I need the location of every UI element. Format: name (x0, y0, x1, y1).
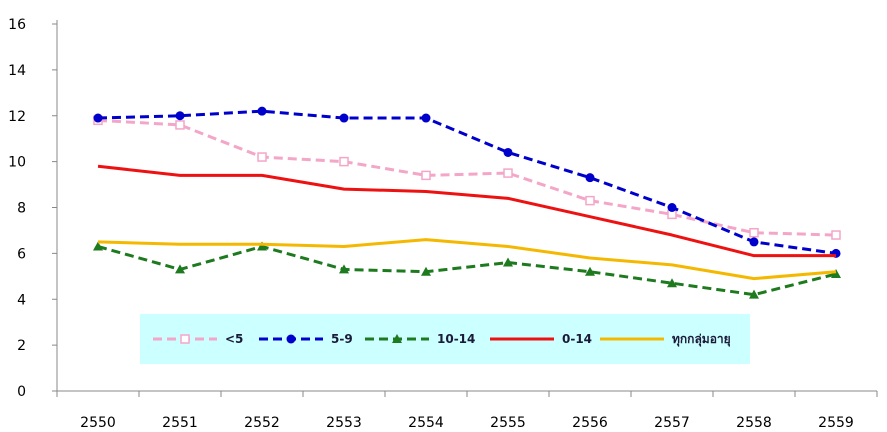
x-tick-label: 2550 (80, 415, 116, 431)
y-tick-label: 14 (8, 63, 26, 79)
x-axis-ticks: 2550 2551 2552 2553 2554 2555 2556 2557 2558 2559 (56, 391, 878, 431)
series-line (97, 244, 837, 297)
data-point (749, 237, 759, 247)
series-line (97, 109, 837, 255)
data-point (421, 266, 431, 276)
y-tick-label: 0 (17, 384, 26, 400)
y-tick-label: 2 (17, 338, 26, 354)
legend-label: 0-14 (562, 332, 592, 346)
legend-marker (180, 334, 190, 344)
data-point (421, 170, 431, 181)
x-tick-label: 2553 (326, 415, 362, 431)
y-tick-label: 6 (17, 246, 26, 262)
legend-marker (392, 334, 402, 343)
data-point (421, 113, 431, 123)
x-tick-label: 2555 (490, 415, 526, 431)
series-lines (93, 106, 841, 299)
series-line (97, 238, 837, 281)
series-4 (97, 164, 836, 258)
series-line (97, 118, 837, 237)
series-3 (93, 241, 841, 299)
y-tick-label: 16 (8, 17, 26, 33)
x-tick-label: 2558 (736, 415, 772, 431)
x-tick-label: 2552 (244, 415, 280, 431)
legend-marker (286, 334, 296, 344)
data-point (339, 113, 349, 123)
data-point (93, 241, 103, 251)
data-point (749, 289, 759, 299)
y-tick-label: 4 (17, 292, 26, 308)
x-tick-label: 2556 (572, 415, 608, 431)
x-tick-label: 2557 (654, 415, 690, 431)
series-5 (97, 238, 837, 281)
data-point (667, 203, 677, 212)
legend-label: 5-9 (331, 332, 353, 346)
x-tick-label: 2551 (162, 415, 198, 431)
data-point (503, 147, 513, 157)
y-tick-label: 8 (17, 201, 26, 217)
data-point (585, 266, 595, 276)
data-point (339, 156, 349, 167)
data-point (175, 120, 185, 130)
series-line (97, 164, 836, 258)
y-axis-ticks: 0 2 4 6 8 10 12 14 16 (8, 17, 57, 400)
data-point (257, 241, 267, 251)
data-point (667, 278, 677, 288)
data-point (503, 257, 513, 267)
series-1 (93, 115, 841, 240)
data-point (503, 168, 513, 178)
data-point (175, 264, 185, 274)
legend-label: <5 (225, 332, 243, 346)
legend-label: 10-14 (437, 332, 475, 346)
x-tick-label: 2559 (818, 415, 854, 431)
data-point (93, 113, 103, 123)
legend: <5 5-9 10-14 0-14 ทุกกลุ่มอายุ (140, 314, 750, 364)
data-point (339, 264, 349, 274)
data-point (175, 111, 185, 121)
data-point (831, 230, 841, 240)
data-point (257, 106, 267, 116)
y-tick-label: 12 (8, 109, 26, 125)
data-point (585, 195, 595, 206)
data-point (749, 227, 759, 238)
series-2 (93, 106, 841, 258)
legend-label: ทุกกลุ่มอายุ (672, 332, 731, 347)
data-point (831, 269, 841, 279)
x-tick-label: 2554 (408, 415, 444, 431)
data-point (585, 173, 595, 183)
y-tick-label: 10 (8, 155, 26, 171)
data-point (257, 152, 267, 162)
